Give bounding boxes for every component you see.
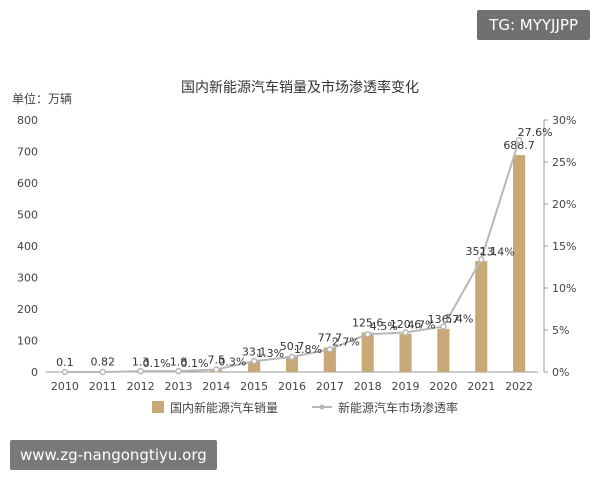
line-data-label: 0.1%: [143, 357, 171, 370]
line-data-label: 2.7%: [332, 335, 360, 348]
line-point: [288, 353, 296, 361]
line-data-label: 27.6%: [518, 126, 553, 139]
line-point: [137, 367, 144, 375]
bar-data-label: 688.7: [503, 139, 535, 152]
penetration-line: [64, 139, 521, 373]
bar: [513, 155, 526, 372]
legend-label-line: 新能源汽车市场渗透率: [338, 400, 458, 415]
bar-data-label: 352.1: [465, 245, 497, 258]
line-point: [477, 256, 485, 263]
watermark-url: www.zg-nangongtiyu.org: [10, 440, 217, 470]
line-point: [440, 323, 447, 330]
x-tick-label: 2020: [429, 380, 457, 393]
x-tick-label: 2014: [202, 380, 230, 393]
bar-data-label: 7.5: [208, 354, 226, 367]
line-data-label: 13.4%: [480, 245, 515, 258]
line-data-label: 1.8%: [294, 343, 322, 356]
line-data-label: 5.4%: [445, 313, 473, 326]
y-tick-label-left: 200: [17, 303, 38, 316]
bar-data-label: 136.7: [428, 313, 460, 326]
bar: [361, 332, 374, 372]
bar-data-label: 0.1: [56, 356, 74, 369]
bar-data-label: 77.7: [318, 332, 343, 345]
bar-data-label: 0.82: [91, 356, 116, 369]
legend-line-marker: [319, 404, 325, 410]
y-tick-label-right: 5%: [552, 324, 569, 337]
line-data-label: 1.3%: [256, 347, 284, 360]
x-tick-label: 2022: [505, 380, 533, 393]
y-tick-label-left: 0: [31, 366, 38, 379]
chart-title: 国内新能源汽车销量及市场渗透率变化: [181, 79, 419, 96]
y-tick-label-left: 100: [17, 335, 38, 348]
line-point: [99, 368, 107, 376]
line-data-label: 0.3%: [218, 355, 246, 368]
x-tick-label: 2016: [278, 380, 306, 393]
line-point: [250, 357, 258, 365]
y-axis-left-label: 单位：万辆: [12, 91, 72, 106]
x-tick-label: 2018: [354, 380, 382, 393]
x-tick-label: 2011: [89, 380, 117, 393]
bar-data-label: 120.6: [390, 318, 422, 331]
line-point: [402, 329, 409, 336]
x-tick-label: 2019: [392, 380, 420, 393]
y-tick-label-right: 25%: [552, 156, 576, 169]
bar: [437, 328, 450, 372]
y-tick-label-left: 600: [17, 177, 38, 190]
line-point: [326, 346, 334, 353]
line-data-label: 4.5%: [370, 320, 398, 333]
watermark-tag: TG: MYYJJPP: [477, 10, 590, 40]
x-tick-label: 2021: [467, 380, 495, 393]
bar-data-label: 125.6: [352, 316, 384, 329]
legend-swatch-bars: [152, 401, 164, 413]
bar: [248, 361, 261, 372]
legend: 国内新能源汽车销量 新能源汽车市场渗透率: [152, 400, 458, 415]
x-tick-label: 2012: [127, 380, 155, 393]
y-tick-label-right: 30%: [552, 114, 576, 127]
legend-label-bars: 国内新能源汽车销量: [170, 400, 278, 415]
line-point: [175, 367, 182, 375]
line-point: [61, 368, 69, 376]
y-tick-label-left: 700: [17, 146, 38, 159]
y-tick-label-left: 400: [17, 240, 38, 253]
bar: [475, 261, 488, 372]
x-tick-label: 2015: [240, 380, 268, 393]
bar: [399, 334, 412, 372]
line-data-label: 0.1%: [180, 357, 208, 370]
x-tick-label: 2010: [51, 380, 79, 393]
line-point: [515, 136, 523, 144]
bar: [285, 356, 299, 372]
bar-data-label: 1.3: [132, 356, 150, 369]
y-tick-label-right: 20%: [552, 198, 576, 211]
x-tick-label: 2013: [164, 380, 192, 393]
bar-data-label: 1.8: [170, 355, 188, 368]
line-data-label: 4.7%: [408, 319, 436, 332]
y-tick-label-right: 15%: [552, 240, 576, 253]
bar: [323, 347, 336, 372]
y-tick-label-right: 10%: [552, 282, 576, 295]
line-point: [364, 330, 371, 338]
y-tick-label-left: 500: [17, 209, 38, 222]
line-point: [213, 366, 220, 373]
y-tick-label-left: 800: [17, 114, 38, 127]
x-tick-label: 2017: [316, 380, 344, 393]
y-tick-label-right: 0%: [552, 366, 569, 379]
bar-data-label: 50.7: [280, 340, 305, 353]
plot-area: 0 100 200 300 400 500 600 700 800 0% 5% 10% 15% 20% 25…: [17, 114, 576, 393]
bar-data-label: 33.1: [242, 346, 267, 359]
y-tick-label-left: 300: [17, 272, 38, 285]
